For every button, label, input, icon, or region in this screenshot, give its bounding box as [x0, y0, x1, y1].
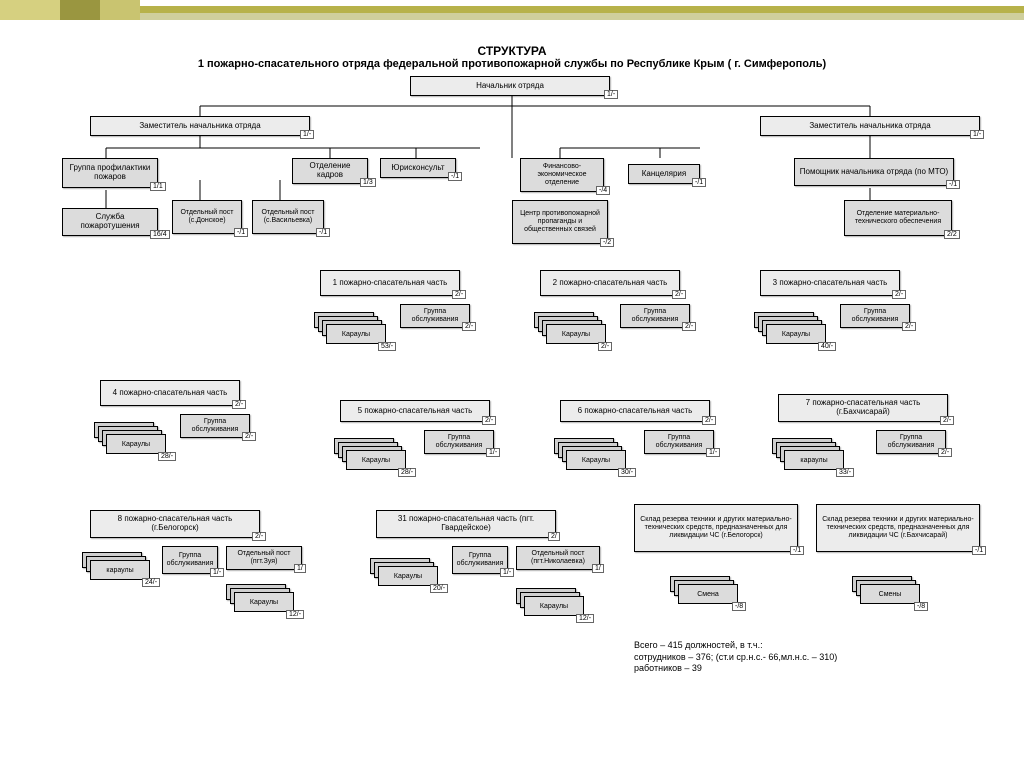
node-unit2-group: Группа обслуживания [620, 304, 690, 328]
node-chief: Начальник отряда [410, 76, 610, 96]
node-fineco: Финансово-экономическое отделение [520, 158, 604, 192]
top-stripe [0, 0, 1024, 30]
node-deputy-right: Заместитель начальника отряда [760, 116, 980, 136]
node-sluzhba: Служба пожаротушения [62, 208, 158, 236]
node-kadr: Отделение кадров [292, 158, 368, 184]
node-kanc: Канцелярия [628, 164, 700, 184]
node-yuris: Юрисконсульт [380, 158, 456, 178]
node-unit31-post: Отдельный пост (пгт.Николаевка) [516, 546, 600, 570]
node-unit5: 5 пожарно-спасательная часть [340, 400, 490, 422]
tag-chief: 1/- [604, 90, 618, 99]
node-unit1: 1 пожарно-спасательная часть [320, 270, 460, 296]
node-unit31: 31 пожарно-спасательная часть (пгт. Гвар… [376, 510, 556, 538]
node-deputy-left: Заместитель начальника отряда [90, 116, 310, 136]
footer-totals: Всего – 415 должностей, в т.ч.: сотрудни… [634, 640, 837, 675]
node-unit6: 6 пожарно-спасательная часть [560, 400, 710, 422]
node-sklad2: Склад резерва техники и других материаль… [816, 504, 980, 552]
node-unit7: 7 пожарно-спасательная часть (г.Бахчисар… [778, 394, 948, 422]
node-unit8: 8 пожарно-спасательная часть (г.Белогорс… [90, 510, 260, 538]
node-unit1-group: Группа обслуживания [400, 304, 470, 328]
node-post-vas: Отдельный пост (с.Васильевка) [252, 200, 324, 234]
node-unit3-group: Группа обслуживания [840, 304, 910, 328]
node-unit6-group: Группа обслуживания [644, 430, 714, 454]
node-prof: Группа профилактики пожаров [62, 158, 158, 188]
node-unit7-group: Группа обслуживания [876, 430, 946, 454]
node-unit4-group: Группа обслуживания [180, 414, 250, 438]
node-unit8-post: Отдельный пост (пгт.Зуя) [226, 546, 302, 570]
node-unit3: 3 пожарно-спасательная часть [760, 270, 900, 296]
node-centr: Центр противопожарной пропаганды и общес… [512, 200, 608, 244]
org-chart: СТРУКТУРА 1 пожарно-спасательного отряда… [0, 40, 1024, 760]
node-otdmto: Отделение материально-технического обесп… [844, 200, 952, 236]
node-pommto: Помощник начальника отряда (по МТО) [794, 158, 954, 186]
node-unit2: 2 пожарно-спасательная часть [540, 270, 680, 296]
node-unit4: 4 пожарно-спасательная часть [100, 380, 240, 406]
node-post-don: Отдельный пост (с.Донское) [172, 200, 242, 234]
node-sklad1: Склад резерва техники и других материаль… [634, 504, 798, 552]
node-unit5-group: Группа обслуживания [424, 430, 494, 454]
